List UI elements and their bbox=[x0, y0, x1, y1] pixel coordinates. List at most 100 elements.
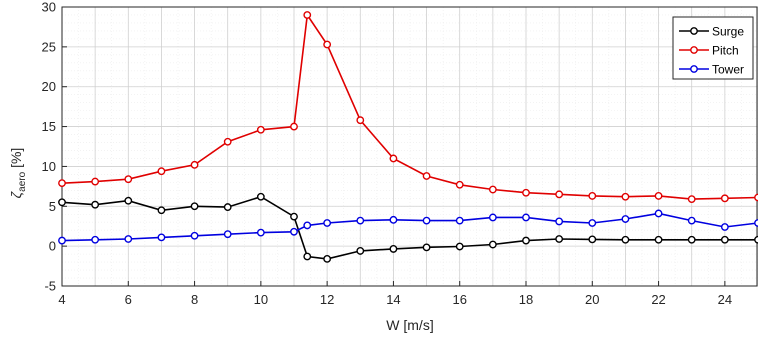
x-tick-label: 14 bbox=[386, 292, 400, 307]
x-axis-label: W [m/s] bbox=[386, 317, 433, 333]
data-point-surge bbox=[488, 240, 497, 249]
legend-marker-surge bbox=[690, 27, 698, 35]
data-point-tower bbox=[356, 216, 365, 225]
y-axis-label-unit: [%] bbox=[8, 148, 24, 172]
series-tower bbox=[58, 209, 758, 245]
data-point-pitch bbox=[303, 11, 312, 19]
data-point-surge bbox=[256, 192, 265, 201]
x-tick-label: 10 bbox=[254, 292, 268, 307]
data-point-pitch bbox=[488, 185, 497, 194]
data-point-pitch bbox=[588, 192, 597, 200]
data-point-tower bbox=[488, 213, 497, 222]
data-point-surge bbox=[303, 252, 312, 261]
data-point-tower bbox=[124, 235, 133, 243]
y-tick-label: 15 bbox=[42, 119, 56, 134]
legend-label-surge: Surge bbox=[712, 25, 744, 39]
x-tick-label: 6 bbox=[125, 292, 132, 307]
data-point-pitch bbox=[389, 154, 398, 163]
legend: Surge Pitch Tower bbox=[672, 16, 754, 80]
y-tick-label: 0 bbox=[49, 239, 56, 254]
y-axis-label-symbol: ζ bbox=[8, 190, 24, 198]
data-point-pitch bbox=[58, 179, 66, 188]
data-point-surge bbox=[58, 198, 66, 207]
y-tick-label: 5 bbox=[49, 199, 56, 214]
y-tick-label: 25 bbox=[42, 39, 56, 54]
data-point-surge bbox=[588, 235, 597, 244]
x-tick-label: 24 bbox=[718, 292, 732, 307]
data-point-tower bbox=[58, 236, 66, 245]
y-axis-ticks: -5 0 5 10 15 20 25 30 bbox=[42, 0, 67, 294]
data-point-pitch bbox=[323, 40, 332, 49]
y-tick-label: 10 bbox=[42, 159, 56, 174]
data-point-surge bbox=[455, 242, 464, 251]
data-point-tower bbox=[157, 233, 166, 242]
x-tick-label: 22 bbox=[651, 292, 665, 307]
data-point-pitch bbox=[654, 192, 663, 200]
y-tick-label: 30 bbox=[42, 0, 56, 15]
data-point-surge bbox=[720, 235, 729, 244]
data-point-pitch bbox=[124, 175, 133, 184]
data-point-tower bbox=[303, 221, 312, 230]
data-point-tower bbox=[190, 231, 199, 240]
data-point-tower bbox=[555, 217, 564, 226]
data-point-surge bbox=[654, 235, 663, 244]
data-point-pitch bbox=[223, 137, 232, 146]
y-axis-label: ζaero [%] bbox=[8, 148, 28, 199]
data-point-surge bbox=[190, 202, 199, 211]
data-point-surge bbox=[91, 200, 100, 209]
data-point-pitch bbox=[422, 172, 431, 180]
data-point-surge bbox=[124, 196, 133, 205]
x-tick-label: 4 bbox=[58, 292, 65, 307]
y-axis-label-subscript: aero bbox=[17, 171, 28, 191]
data-point-pitch bbox=[455, 180, 464, 189]
x-axis-ticks: 4 6 8 10 12 14 16 18 20 22 24 bbox=[58, 281, 732, 307]
data-point-tower bbox=[389, 215, 398, 224]
data-point-tower bbox=[256, 228, 265, 237]
data-point-tower bbox=[654, 209, 663, 218]
data-point-tower bbox=[290, 227, 298, 236]
data-point-tower bbox=[720, 223, 729, 231]
data-point-tower bbox=[422, 216, 431, 225]
data-point-pitch bbox=[157, 167, 166, 176]
data-point-surge bbox=[290, 212, 298, 221]
data-point-pitch bbox=[356, 116, 365, 125]
series-pitch bbox=[58, 11, 758, 204]
data-point-tower bbox=[223, 230, 232, 239]
data-point-surge bbox=[422, 243, 431, 252]
x-tick-label: 16 bbox=[452, 292, 466, 307]
data-point-pitch bbox=[555, 190, 564, 199]
legend-marker-pitch bbox=[690, 46, 698, 54]
x-tick-label: 8 bbox=[191, 292, 198, 307]
data-point-tower bbox=[91, 235, 100, 244]
data-point-tower bbox=[621, 215, 630, 223]
data-point-tower bbox=[687, 216, 696, 225]
data-point-pitch bbox=[522, 188, 530, 197]
x-tick-label: 20 bbox=[585, 292, 599, 307]
y-tick-label: 20 bbox=[42, 79, 56, 94]
data-point-pitch bbox=[91, 177, 100, 186]
plot-frame bbox=[61, 6, 758, 287]
data-point-tower bbox=[588, 219, 597, 227]
data-point-surge bbox=[223, 203, 232, 211]
data-point-pitch bbox=[256, 125, 265, 134]
y-tick-label: -5 bbox=[44, 279, 56, 294]
data-point-pitch bbox=[290, 122, 298, 131]
data-point-surge bbox=[555, 235, 564, 243]
data-point-pitch bbox=[190, 160, 199, 169]
legend-label-tower: Tower bbox=[712, 63, 744, 77]
data-point-tower bbox=[455, 216, 464, 225]
x-tick-label: 12 bbox=[320, 292, 334, 307]
x-tick-label: 18 bbox=[519, 292, 533, 307]
series-layer bbox=[58, 11, 758, 263]
data-point-tower bbox=[522, 213, 530, 222]
data-point-tower bbox=[323, 219, 332, 227]
data-point-pitch bbox=[687, 195, 696, 204]
data-point-surge bbox=[621, 235, 630, 244]
data-point-surge bbox=[356, 247, 365, 255]
data-point-surge bbox=[323, 254, 332, 263]
data-point-surge bbox=[157, 206, 166, 215]
series-surge bbox=[58, 192, 758, 263]
data-point-surge bbox=[522, 236, 530, 245]
